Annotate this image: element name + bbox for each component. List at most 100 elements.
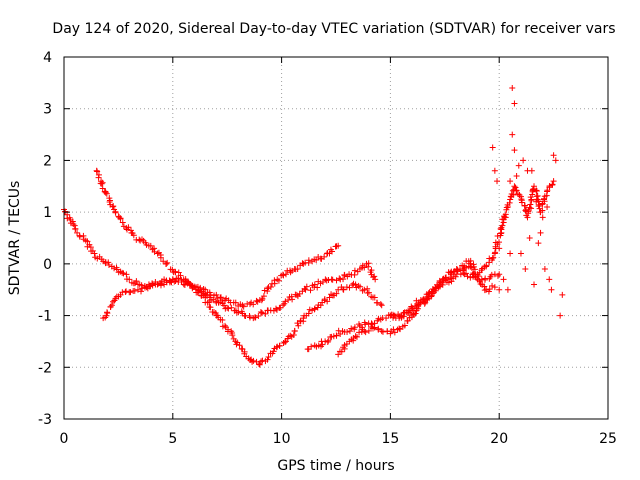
- data-point-fill: [146, 283, 153, 290]
- data-point: [496, 245, 503, 252]
- data-point-fill: [182, 278, 189, 285]
- data-point-fill: [361, 264, 368, 271]
- data-point-fill: [349, 282, 356, 289]
- data-point-fill: [494, 233, 501, 240]
- data-point-fill: [217, 299, 224, 306]
- data-point: [513, 172, 520, 179]
- data-point-fill: [314, 284, 321, 291]
- data-point-fill: [295, 322, 302, 329]
- data-point: [352, 333, 359, 340]
- data-point-fill: [447, 269, 454, 276]
- y-tick-label: 0: [43, 257, 52, 273]
- data-point: [352, 281, 359, 288]
- data-point: [491, 284, 498, 291]
- data-point-fill: [530, 185, 537, 192]
- data-point-fill: [290, 331, 297, 338]
- data-point: [550, 152, 557, 159]
- data-point-fill: [276, 342, 283, 349]
- data-point-fill: [340, 276, 347, 283]
- data-point-fill: [371, 324, 378, 331]
- data-point-fill: [410, 307, 417, 314]
- data-point: [546, 276, 553, 283]
- data-point: [163, 260, 170, 267]
- data-point-fill: [207, 304, 214, 311]
- y-tick-label: -2: [38, 360, 52, 376]
- data-point: [285, 297, 292, 304]
- data-point: [528, 167, 535, 174]
- data-point: [222, 322, 229, 329]
- data-point-fill: [365, 263, 372, 270]
- data-point-fill: [255, 313, 262, 320]
- data-point-fill: [344, 328, 351, 335]
- data-point-fill: [110, 298, 117, 305]
- x-tick-label: 5: [168, 431, 177, 447]
- data-point: [256, 361, 263, 368]
- axis-ticks: 0 5 10 15 20 25 -3 -2 -1 0 1 2 3 4: [38, 50, 617, 447]
- data-point-fill: [94, 168, 101, 175]
- data-point-fill: [338, 348, 345, 355]
- data-point-fill: [322, 276, 329, 283]
- data-point-fill: [228, 304, 235, 311]
- plot-frame: [63, 56, 609, 420]
- data-point-fill: [303, 283, 310, 290]
- data-point-fill: [527, 194, 534, 201]
- data-point: [335, 351, 342, 358]
- data-point: [404, 317, 411, 324]
- data-point: [265, 353, 272, 360]
- data-point-fill: [259, 295, 266, 302]
- data-point: [500, 276, 507, 283]
- data-point-fill: [321, 253, 328, 260]
- data-point-fill: [503, 204, 510, 211]
- data-point-fill: [151, 245, 158, 252]
- data-point-fill: [235, 309, 242, 316]
- data-point: [544, 203, 551, 210]
- data-point-fill: [463, 270, 470, 277]
- data-point-fill: [539, 207, 546, 214]
- data-point: [509, 131, 516, 138]
- data-point: [535, 240, 542, 247]
- data-point: [509, 85, 516, 92]
- data-point: [494, 178, 501, 185]
- data-point-fill: [175, 269, 182, 276]
- data-point-fill: [280, 302, 287, 309]
- data-point-fill: [518, 196, 525, 203]
- data-point-fill: [521, 202, 528, 209]
- data-point: [507, 178, 514, 185]
- data-point-fill: [127, 289, 134, 296]
- data-point-fill: [261, 287, 268, 294]
- data-point-fill: [103, 312, 110, 319]
- data-point-fill: [277, 304, 284, 311]
- data-point-fill: [102, 189, 109, 196]
- data-point-fill: [225, 305, 232, 312]
- data-point: [348, 325, 355, 332]
- data-point-fill: [488, 271, 495, 278]
- data-point-fill: [371, 273, 378, 280]
- data-point-fill: [442, 274, 449, 281]
- data-point-fill: [407, 309, 414, 316]
- data-point-fill: [271, 277, 278, 284]
- data-point: [515, 162, 522, 169]
- data-point-fill: [492, 249, 499, 256]
- data-point-fill: [528, 205, 535, 212]
- data-point: [74, 229, 81, 236]
- data-point-fill: [138, 288, 145, 295]
- data-point: [387, 330, 394, 337]
- data-point-fill: [250, 357, 257, 364]
- data-point-fill: [267, 283, 274, 290]
- data-point-fill: [483, 262, 490, 269]
- data-point-fill: [275, 277, 282, 284]
- data-point-fill: [489, 282, 496, 289]
- data-point-fill: [164, 259, 171, 266]
- data-point-fill: [130, 232, 137, 239]
- data-point-fill: [69, 218, 76, 225]
- data-point-fill: [506, 199, 513, 206]
- data-point-fill: [202, 294, 209, 301]
- data-point-fill: [311, 305, 318, 312]
- data-point-fill: [313, 257, 320, 264]
- data-point-fill: [307, 287, 314, 294]
- data-point: [282, 271, 289, 278]
- data-point-fill: [217, 294, 224, 301]
- data-point: [134, 286, 141, 293]
- data-point-fill: [166, 277, 173, 284]
- data-point-fill: [305, 257, 312, 264]
